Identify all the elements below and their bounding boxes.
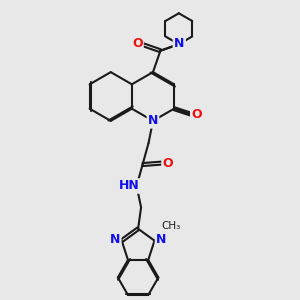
Text: O: O <box>191 107 202 121</box>
Text: HN: HN <box>119 179 140 193</box>
Text: N: N <box>174 37 184 50</box>
Text: N: N <box>110 233 120 246</box>
Text: O: O <box>163 157 173 169</box>
Text: HN: HN <box>119 179 140 193</box>
Text: O: O <box>163 157 173 169</box>
Text: N: N <box>156 233 166 246</box>
Text: N: N <box>174 35 184 48</box>
Text: O: O <box>191 107 202 121</box>
Text: N: N <box>148 114 158 128</box>
Text: N: N <box>174 37 184 50</box>
Text: O: O <box>132 37 142 50</box>
Text: CH₃: CH₃ <box>162 221 181 231</box>
Text: N: N <box>156 233 166 246</box>
Text: N: N <box>148 114 158 128</box>
Text: O: O <box>132 37 142 50</box>
Text: N: N <box>110 233 120 246</box>
Text: CH₃: CH₃ <box>162 221 181 231</box>
